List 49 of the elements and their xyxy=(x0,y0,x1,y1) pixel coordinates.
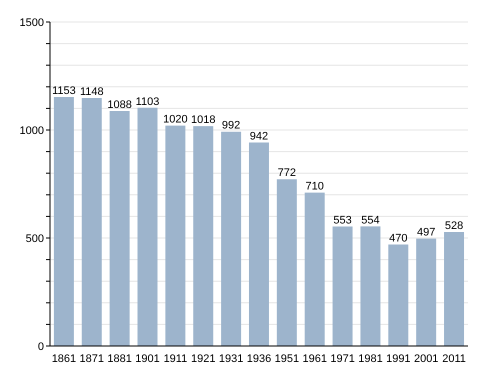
x-tick-label: 1861 xyxy=(52,352,76,365)
data-label: 554 xyxy=(361,214,380,226)
data-label: 1088 xyxy=(107,98,132,111)
data-label: 528 xyxy=(444,220,464,232)
bar xyxy=(276,179,297,346)
data-label: 1103 xyxy=(136,96,160,108)
bar xyxy=(388,244,408,346)
bar xyxy=(360,226,380,346)
data-label: 497 xyxy=(416,226,436,239)
data-label: 992 xyxy=(222,120,240,132)
y-tick-label: 1500 xyxy=(20,16,44,29)
x-tick-label: 2001 xyxy=(414,352,438,365)
x-tick-label: 1981 xyxy=(358,352,383,365)
x-tick-label: 1936 xyxy=(246,352,272,365)
data-label: 710 xyxy=(306,180,324,193)
x-tick-label: 1911 xyxy=(164,352,188,365)
data-label: 553 xyxy=(333,214,352,227)
x-tick-label: 1921 xyxy=(191,352,216,365)
bar xyxy=(193,126,214,346)
y-tick-label: 0 xyxy=(38,340,44,353)
data-label: 1020 xyxy=(163,114,188,126)
data-label: 470 xyxy=(389,232,408,244)
x-tick-label: 1991 xyxy=(386,352,411,365)
x-tick-label: 1881 xyxy=(107,352,132,365)
x-tick-label: 1951 xyxy=(274,352,300,365)
bar xyxy=(332,226,353,346)
data-label: 1153 xyxy=(52,84,76,97)
x-tick-label: 1971 xyxy=(330,352,355,365)
data-label: 1148 xyxy=(80,86,104,98)
y-tick-label: 500 xyxy=(26,232,44,245)
bar xyxy=(82,98,102,346)
bar xyxy=(248,142,269,346)
bar xyxy=(304,192,325,346)
bar xyxy=(54,96,74,346)
bar xyxy=(138,108,158,346)
bar xyxy=(416,238,436,346)
bar xyxy=(165,126,186,346)
x-tick-label: 1961 xyxy=(302,352,327,365)
data-label: 942 xyxy=(250,130,268,143)
bar xyxy=(110,110,130,346)
bar xyxy=(221,132,242,346)
data-label: 772 xyxy=(278,167,296,180)
y-tick-label: 1000 xyxy=(20,124,44,137)
x-tick-label: 1871 xyxy=(80,352,104,365)
x-tick-label: 1931 xyxy=(218,352,244,365)
bar xyxy=(444,232,464,346)
x-tick-label: 2011 xyxy=(442,352,466,365)
x-tick-label: 1901 xyxy=(135,352,160,365)
data-label: 1018 xyxy=(190,114,216,126)
